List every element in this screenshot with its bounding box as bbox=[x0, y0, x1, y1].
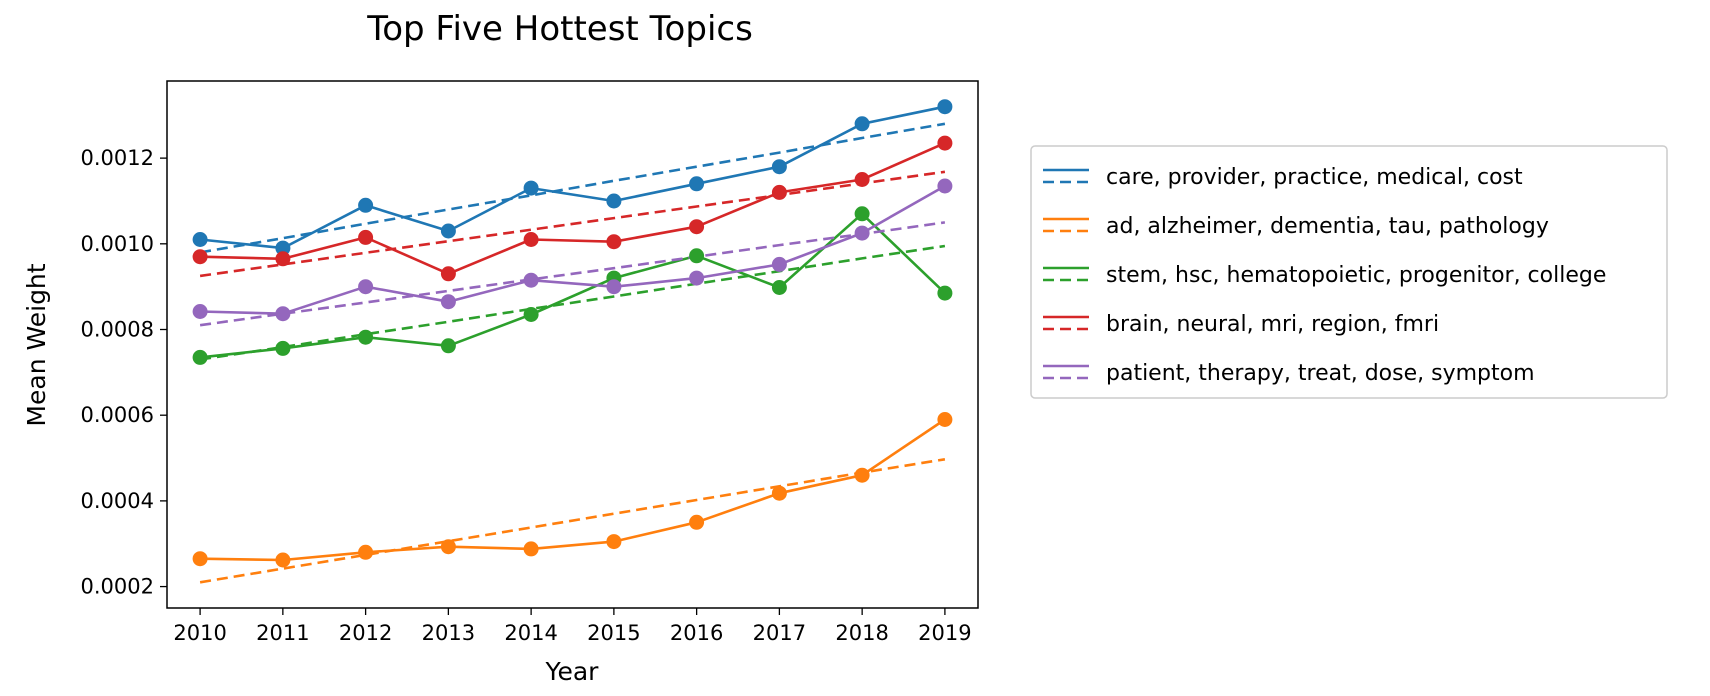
legend-box bbox=[1030, 145, 1668, 399]
x-tick-label: 2012 bbox=[339, 621, 392, 645]
x-axis-ticks: 2010 2011 2012 2013 2014 2015 2016 2017 2018 2019 bbox=[173, 608, 972, 645]
data-point-series-2-2014 bbox=[523, 307, 539, 322]
data-point-series-4-2019 bbox=[937, 178, 953, 194]
y-tick-label: 0.0004 bbox=[81, 489, 154, 513]
data-point-series-2-2019 bbox=[937, 285, 953, 301]
data-point-series-0-2012 bbox=[358, 197, 374, 213]
data-point-series-1-2018 bbox=[854, 467, 870, 483]
data-point-series-1-2014 bbox=[523, 541, 539, 557]
y-tick-label: 0.0008 bbox=[81, 318, 154, 342]
y-axis-label: Mean Weight bbox=[22, 263, 51, 426]
data-point-series-1-2017 bbox=[771, 485, 787, 501]
data-point-series-3-2012 bbox=[358, 229, 374, 245]
data-point-series-0-2016 bbox=[689, 176, 705, 192]
trend-line-series-2 bbox=[199, 244, 946, 361]
legend: care, provider, practice, medical, cost a… bbox=[1030, 145, 1668, 399]
y-tick-label: 0.0002 bbox=[81, 575, 154, 599]
x-tick-label: 2016 bbox=[670, 621, 723, 645]
data-point-series-3-2015 bbox=[606, 234, 622, 250]
data-point-series-1-2010 bbox=[192, 551, 208, 567]
x-tick-label: 2017 bbox=[753, 621, 806, 645]
series-line-1 bbox=[200, 418, 946, 562]
trend-line-series-1 bbox=[199, 458, 946, 584]
data-point-series-2-2018 bbox=[854, 206, 870, 222]
data-point-series-2-2010 bbox=[192, 349, 208, 365]
y-tick-label: 0.0006 bbox=[81, 403, 154, 427]
data-point-series-3-2018 bbox=[854, 172, 870, 187]
data-point-series-2-2013 bbox=[440, 338, 456, 354]
data-point-series-3-2017 bbox=[771, 184, 787, 200]
legend-entries: care, provider, practice, medical, cost a… bbox=[1043, 165, 1606, 386]
legend-label-1: ad, alzheimer, dementia, tau, pathology bbox=[1106, 214, 1549, 239]
data-point-series-4-2014 bbox=[523, 272, 539, 288]
x-tick-label: 2019 bbox=[918, 621, 971, 645]
data-point-series-3-2011 bbox=[275, 251, 291, 267]
x-tick-label: 2011 bbox=[256, 621, 309, 645]
x-tick-label: 2018 bbox=[835, 621, 888, 645]
data-point-series-4-2015 bbox=[606, 279, 622, 295]
data-point-series-1-2016 bbox=[689, 514, 705, 530]
legend-label-4: patient, therapy, treat, dose, symptom bbox=[1106, 361, 1535, 386]
data-point-series-1-2015 bbox=[606, 534, 622, 550]
data-point-series-1-2013 bbox=[440, 539, 456, 555]
series-line-4 bbox=[200, 184, 946, 316]
data-point-series-3-2014 bbox=[523, 232, 539, 247]
x-tick-label: 2015 bbox=[587, 621, 640, 645]
data-point-series-2-2016 bbox=[689, 248, 705, 264]
y-tick-label: 0.0010 bbox=[81, 232, 154, 256]
data-point-series-4-2011 bbox=[275, 306, 291, 322]
data-point-series-0-2019 bbox=[937, 99, 953, 115]
data-point-series-0-2014 bbox=[523, 180, 539, 196]
series-line-0 bbox=[199, 105, 946, 250]
data-point-series-2-2017 bbox=[771, 280, 787, 295]
data-point-series-1-2011 bbox=[275, 552, 291, 568]
data-point-series-0-2015 bbox=[606, 193, 622, 209]
plot-lines bbox=[199, 105, 946, 584]
plot-points bbox=[192, 99, 953, 568]
trend-line-series-4 bbox=[199, 221, 946, 327]
legend-label-0: care, provider, practice, medical, cost bbox=[1106, 165, 1523, 190]
x-axis-label: Year bbox=[545, 657, 600, 686]
data-point-series-2-2012 bbox=[358, 329, 374, 345]
trend-line-series-3 bbox=[199, 170, 946, 278]
data-point-series-4-2010 bbox=[192, 304, 208, 319]
data-point-series-0-2011 bbox=[275, 240, 291, 256]
data-point-series-4-2018 bbox=[854, 225, 870, 241]
data-point-series-4-2013 bbox=[440, 294, 456, 310]
data-point-series-4-2016 bbox=[689, 270, 705, 286]
plot-frame bbox=[166, 80, 979, 609]
data-point-series-2-2011 bbox=[275, 340, 291, 356]
chart-title: Top Five Hottest Topics bbox=[366, 9, 753, 49]
legend-label-3: brain, neural, mri, region, fmri bbox=[1106, 312, 1439, 337]
data-point-series-1-2019 bbox=[937, 412, 953, 427]
data-point-series-1-2012 bbox=[358, 544, 374, 560]
data-point-series-4-2012 bbox=[358, 279, 374, 295]
data-point-series-3-2019 bbox=[937, 135, 953, 151]
series-line-2 bbox=[199, 212, 946, 359]
data-point-series-3-2010 bbox=[192, 249, 208, 265]
y-tick-label: 0.0012 bbox=[81, 146, 154, 170]
data-point-series-3-2016 bbox=[689, 219, 705, 235]
data-point-series-0-2018 bbox=[854, 116, 870, 132]
data-point-series-0-2017 bbox=[771, 159, 787, 175]
legend-label-2: stem, hsc, hematopoietic, progenitor, co… bbox=[1106, 263, 1606, 288]
data-point-series-0-2013 bbox=[440, 223, 456, 239]
data-point-series-3-2013 bbox=[440, 266, 456, 282]
y-axis-ticks: 0.0002 0.0004 0.0006 0.0008 0.0010 0.0012 bbox=[81, 146, 167, 599]
x-tick-label: 2013 bbox=[422, 621, 475, 645]
data-point-series-4-2017 bbox=[771, 256, 787, 272]
data-point-series-0-2010 bbox=[192, 232, 208, 247]
x-tick-label: 2014 bbox=[504, 621, 557, 645]
x-tick-label: 2010 bbox=[173, 621, 226, 645]
series-line-3 bbox=[200, 141, 946, 276]
